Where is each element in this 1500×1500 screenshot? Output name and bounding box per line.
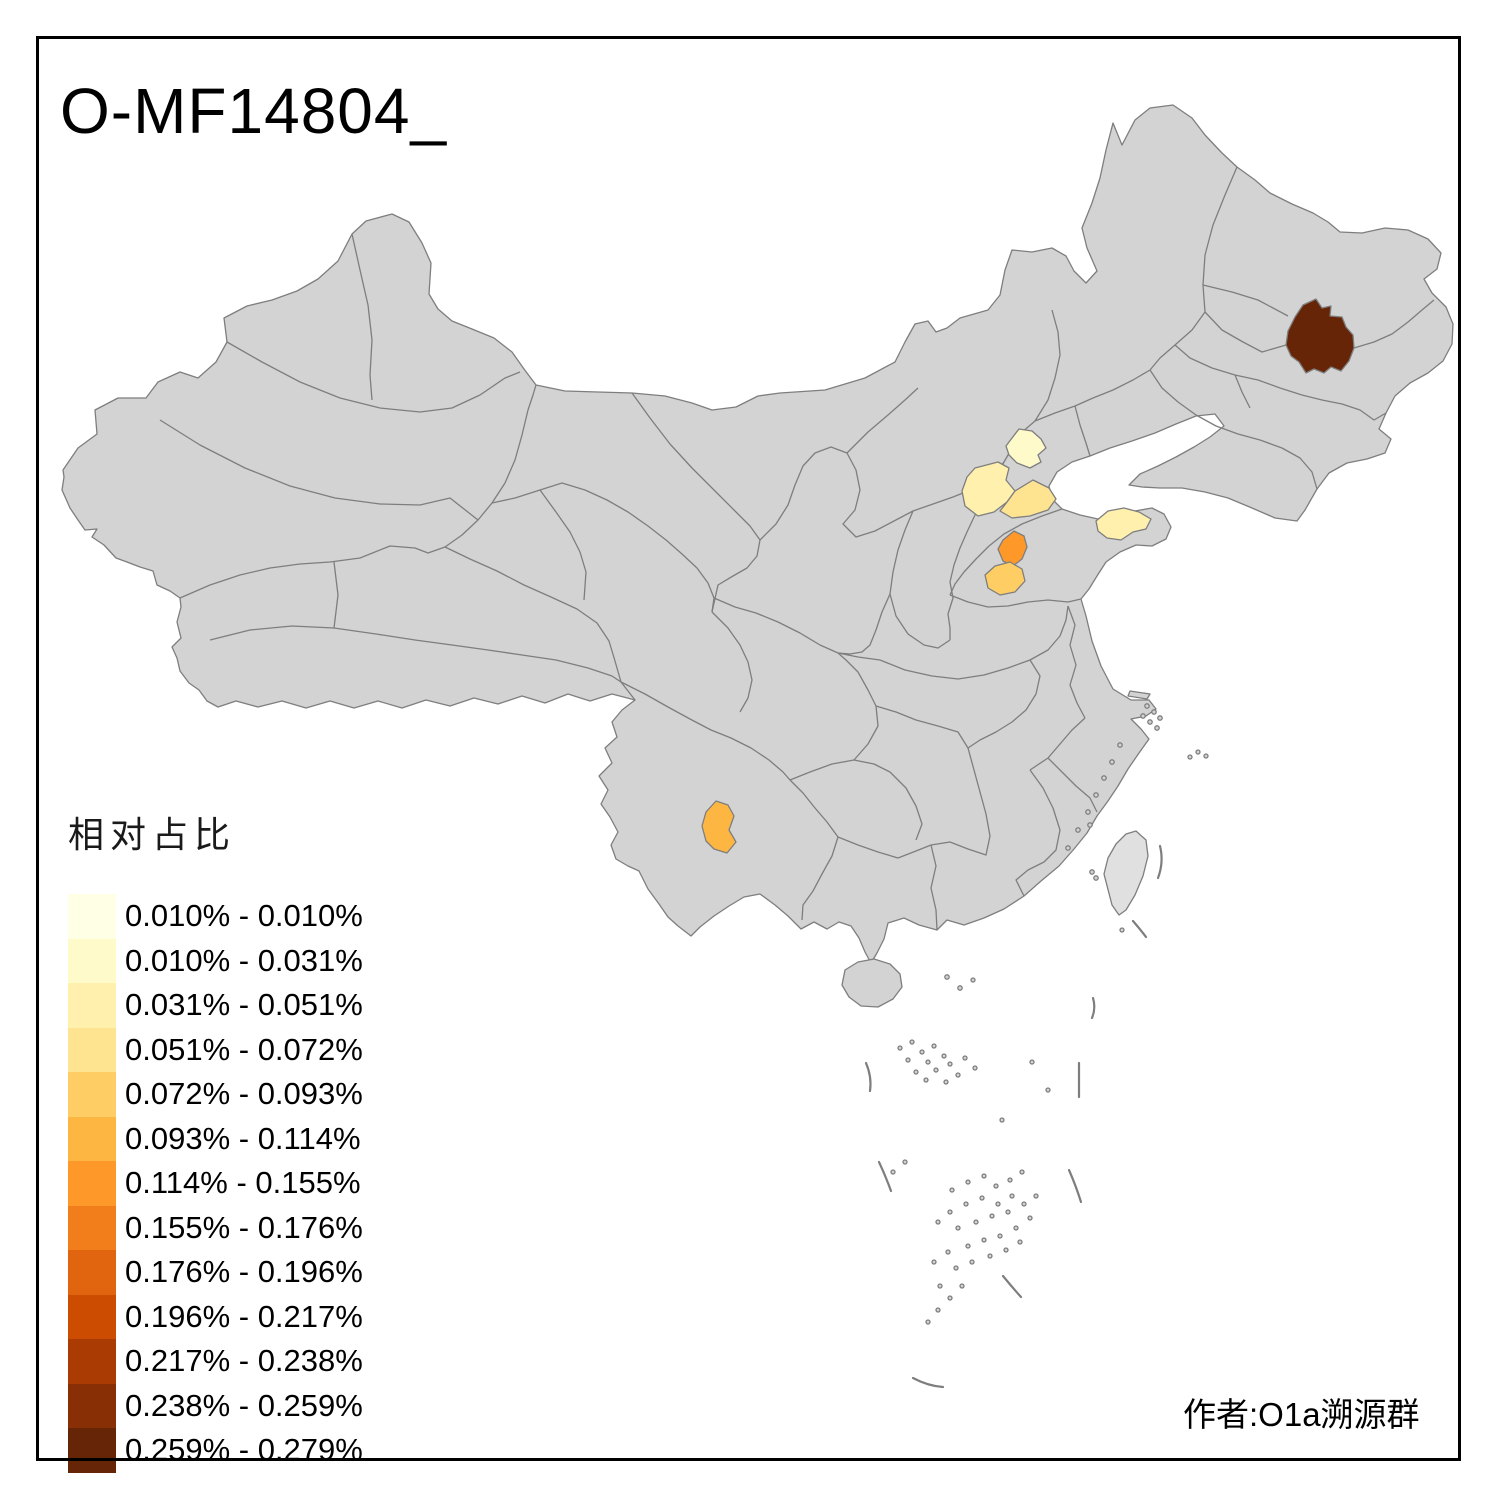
taiwan-island	[1103, 830, 1149, 916]
legend-row: 0.217% - 0.238%	[68, 1339, 363, 1384]
legend-label: 0.114% - 0.155%	[125, 1165, 361, 1201]
legend-row: 0.010% - 0.010%	[68, 894, 363, 939]
legend-swatch	[68, 1294, 116, 1339]
attribution: 作者:O1a溯源群	[1183, 1396, 1420, 1433]
region-jinan	[997, 530, 1028, 567]
legend-label: 0.093% - 0.114%	[125, 1120, 361, 1156]
legend-rows: 0.010% - 0.010% 0.010% - 0.031% 0.031% - 0…	[68, 894, 363, 1473]
legend-label: 0.196% - 0.217%	[125, 1298, 363, 1334]
legend: 相对占比 0.010% - 0.010% 0.010% - 0.031% 0.031…	[68, 806, 363, 1473]
legend-label: 0.259% - 0.279%	[125, 1432, 363, 1468]
legend-swatch	[68, 1027, 116, 1072]
legend-swatch	[68, 1161, 116, 1206]
legend-row: 0.010% - 0.031%	[68, 938, 363, 983]
legend-swatch	[68, 1205, 116, 1250]
legend-swatch	[68, 1072, 116, 1117]
legend-label: 0.051% - 0.072%	[125, 1031, 363, 1067]
legend-swatch	[68, 1250, 116, 1295]
legend-label: 0.217% - 0.238%	[125, 1343, 363, 1379]
region-baoding	[961, 461, 1016, 517]
region-beijing	[1005, 428, 1047, 469]
legend-row: 0.259% - 0.279%	[68, 1428, 363, 1473]
legend-label: 0.031% - 0.051%	[125, 987, 363, 1023]
legend-row: 0.093% - 0.114%	[68, 1116, 363, 1161]
legend-row: 0.238% - 0.259%	[68, 1383, 363, 1428]
chongming-island	[1127, 690, 1151, 700]
region-heilongjiang-east	[1285, 298, 1355, 374]
legend-label: 0.010% - 0.031%	[125, 942, 363, 978]
legend-label: 0.238% - 0.259%	[125, 1387, 363, 1423]
legend-row: 0.114% - 0.155%	[68, 1161, 363, 1206]
small-islands	[890, 703, 1209, 1325]
legend-row: 0.051% - 0.072%	[68, 1027, 363, 1072]
region-yantai	[1095, 507, 1152, 541]
region-cangzhou	[999, 479, 1057, 519]
legend-row: 0.196% - 0.217%	[68, 1294, 363, 1339]
legend-swatch	[68, 1383, 116, 1428]
region-yuxi	[701, 800, 737, 854]
legend-swatch	[68, 1339, 116, 1384]
legend-swatch	[68, 1116, 116, 1161]
legend-label: 0.072% - 0.093%	[125, 1076, 363, 1112]
choropleth-regions	[701, 298, 1355, 854]
legend-row: 0.072% - 0.093%	[68, 1072, 363, 1117]
nine-dash-line	[864, 844, 1163, 1389]
legend-swatch	[68, 1428, 116, 1473]
legend-swatch	[68, 894, 116, 939]
legend-row: 0.155% - 0.176%	[68, 1205, 363, 1250]
china-mainland	[61, 104, 1454, 964]
region-jining	[984, 561, 1026, 596]
legend-row: 0.031% - 0.051%	[68, 983, 363, 1028]
legend-swatch	[68, 983, 116, 1028]
legend-label: 0.176% - 0.196%	[125, 1254, 363, 1290]
legend-row: 0.176% - 0.196%	[68, 1250, 363, 1295]
legend-label: 0.010% - 0.010%	[125, 898, 363, 934]
legend-label: 0.155% - 0.176%	[125, 1209, 363, 1245]
hainan-island	[841, 958, 903, 1008]
plot-title: O-MF14804_	[60, 75, 448, 147]
legend-swatch	[68, 938, 116, 983]
legend-title: 相对占比	[68, 814, 237, 855]
